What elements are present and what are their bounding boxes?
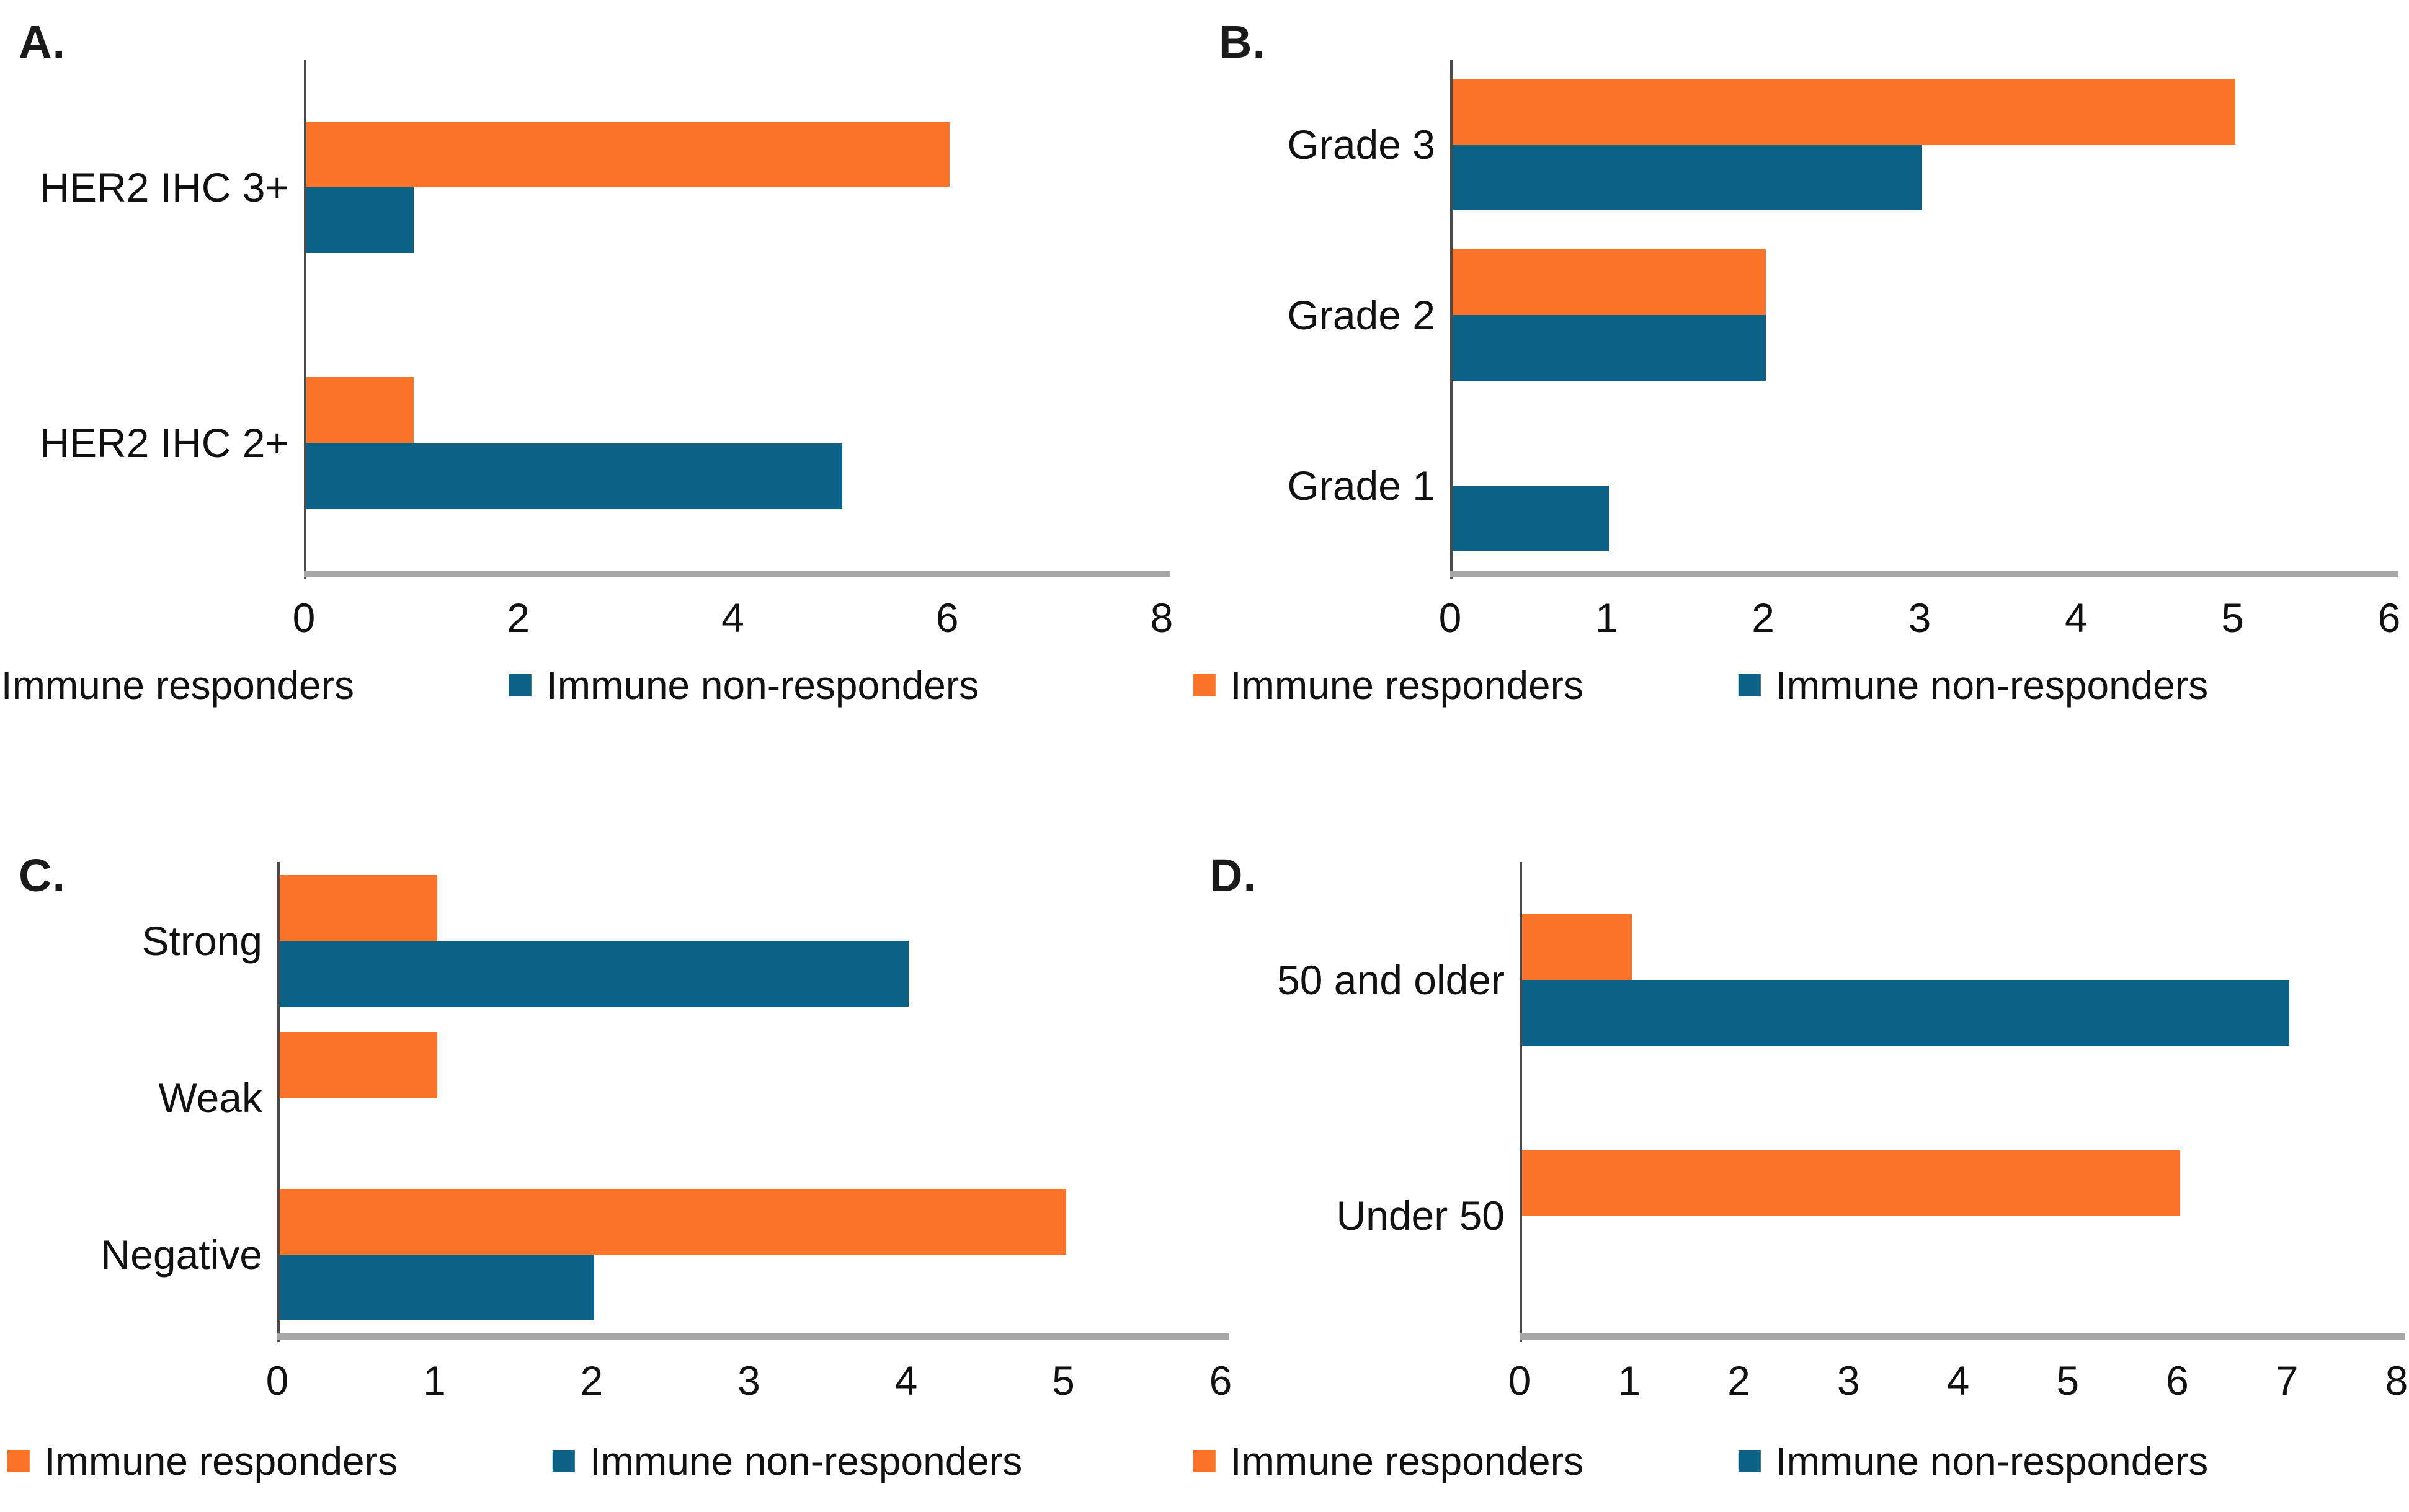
bar-immune-responders — [1453, 79, 2235, 145]
x-tick-label: 4 — [721, 595, 744, 641]
legend-entry-immune-responders: Immune responders — [0, 662, 354, 708]
x-tick-label: 3 — [1908, 595, 1931, 641]
bar-immune-responders — [1453, 249, 1766, 315]
legend-entry-immune-responders: Immune responders — [7, 1438, 398, 1484]
legend-swatch-immune-responders — [1193, 674, 1216, 696]
category-label: HER2 IHC 2+ — [40, 420, 289, 466]
legend-label: Immune responders — [1230, 1439, 1583, 1483]
category-label: Under 50 — [1336, 1193, 1505, 1239]
legend-swatch-immune-non-responders — [1738, 674, 1761, 696]
x-axis-line — [1520, 1333, 2405, 1340]
legend-label: Immune non-responders — [1775, 1439, 2209, 1483]
bar-immune-responders — [280, 1189, 1066, 1255]
x-tick-label: 1 — [423, 1358, 446, 1403]
panel-letter: C. — [19, 850, 66, 901]
x-tick-label: 4 — [894, 1358, 918, 1403]
x-tick-label: 1 — [1595, 595, 1618, 641]
x-tick-label: 4 — [2064, 595, 2088, 641]
legend-label: Immune non-responders — [546, 663, 979, 708]
bar-immune-responders — [280, 1032, 437, 1098]
legend-entry-immune-non-responders: Immune non-responders — [1738, 662, 2209, 708]
x-axis-line — [304, 571, 1170, 577]
x-tick-label: 6 — [1209, 1358, 1232, 1403]
x-axis-line — [1450, 571, 2398, 577]
legend: Immune responders Immune non-responders — [1193, 1438, 2208, 1484]
bar-immune-responders — [306, 377, 414, 443]
legend: Immune responders Immune non-responders — [0, 662, 979, 708]
category-label: 50 and older — [1277, 957, 1505, 1003]
category-label: Grade 1 — [1287, 462, 1435, 509]
x-tick-label: 8 — [2385, 1358, 2408, 1403]
legend-swatch-immune-non-responders — [1738, 1450, 1761, 1472]
x-tick-label: 0 — [1438, 595, 1462, 641]
bar-immune-non-responders — [1453, 315, 1766, 381]
bar-immune-responders — [1522, 1150, 2180, 1216]
bar-immune-non-responders — [306, 443, 842, 509]
x-axis-line — [277, 1333, 1229, 1340]
x-tick-label: 3 — [1837, 1358, 1860, 1403]
bar-immune-non-responders — [1453, 145, 1922, 211]
legend: Immune responders Immune non-responders — [1193, 662, 2208, 708]
bar-immune-responders — [306, 122, 950, 187]
legend-label: Immune responders — [44, 1439, 398, 1483]
category-label: Negative — [100, 1232, 263, 1278]
x-tick-label: 6 — [935, 595, 959, 641]
x-tick-label: 2 — [1752, 595, 1775, 641]
x-tick-label: 0 — [292, 595, 316, 641]
x-tick-label: 5 — [2056, 1358, 2080, 1403]
x-tick-label: 6 — [2166, 1358, 2189, 1403]
bar-immune-responders — [1522, 914, 1632, 980]
panel-a: A. HER2 IHC 3+ HER2 IHC 2+ 0 2 4 6 8 Immune resp… — [0, 0, 1204, 756]
category-label: Grade 3 — [1287, 122, 1435, 168]
x-tick-label: 8 — [1150, 595, 1173, 641]
bar-immune-non-responders — [306, 187, 414, 253]
x-tick-label: 4 — [1946, 1358, 1970, 1403]
x-tick-label: 2 — [507, 595, 530, 641]
legend-entry-immune-non-responders: Immune non-responders — [509, 662, 979, 708]
panel-letter: B. — [1219, 16, 1266, 68]
panel-c: C. Strong Weak Negative 0 1 2 3 4 5 6 Immune respon… — [0, 756, 1232, 1512]
legend-entry-immune-responders: Immune responders — [1193, 662, 1583, 708]
x-tick-label: 2 — [1727, 1358, 1750, 1403]
y-axis-line — [304, 60, 306, 579]
bar-immune-non-responders — [280, 940, 909, 1007]
category-label: Grade 2 — [1287, 292, 1435, 338]
y-axis-line — [1520, 862, 1522, 1342]
x-tick-label: 1 — [1618, 1358, 1641, 1403]
legend-label: Immune responders — [1230, 663, 1583, 708]
x-tick-label: 5 — [2221, 595, 2245, 641]
panel-letter: D. — [1209, 850, 1257, 901]
x-tick-label: 5 — [1052, 1358, 1075, 1403]
x-tick-label: 6 — [2377, 595, 2401, 641]
bar-immune-non-responders — [1453, 485, 1609, 551]
y-axis-line — [277, 862, 280, 1342]
bar-immune-non-responders — [280, 1255, 594, 1321]
legend-entry-immune-non-responders: Immune non-responders — [552, 1438, 1023, 1484]
x-tick-label: 2 — [580, 1358, 603, 1403]
legend-label: Immune non-responders — [1775, 663, 2209, 708]
x-tick-label: 0 — [1508, 1358, 1531, 1403]
category-label: HER2 IHC 3+ — [40, 164, 289, 210]
x-tick-label: 3 — [737, 1358, 760, 1403]
panel-b: B. Grade 3 Grade 2 Grade 1 0 1 2 3 4 5 6 Immune res… — [1193, 0, 2409, 756]
panel-d: D. 50 and older Under 50 0 1 2 3 4 5 6 7 8 Immune re… — [1193, 756, 2409, 1512]
legend-label: Immune responders — [1, 663, 354, 708]
legend-swatch-immune-responders — [1193, 1450, 1216, 1472]
panel-letter: A. — [19, 16, 66, 68]
bar-immune-non-responders — [1522, 980, 2289, 1046]
category-label: Strong — [141, 917, 262, 964]
y-axis-line — [1450, 60, 1453, 579]
legend: Immune responders Immune non-responders — [7, 1438, 1022, 1484]
x-tick-label: 7 — [2275, 1358, 2299, 1403]
legend-entry-immune-non-responders: Immune non-responders — [1738, 1438, 2209, 1484]
legend-swatch-immune-responders — [7, 1450, 30, 1472]
category-label: Weak — [158, 1075, 262, 1121]
legend-swatch-immune-non-responders — [509, 674, 532, 696]
bar-immune-responders — [280, 874, 437, 941]
legend-label: Immune non-responders — [589, 1439, 1023, 1483]
legend-swatch-immune-non-responders — [552, 1450, 575, 1472]
legend-entry-immune-responders: Immune responders — [1193, 1438, 1583, 1484]
x-tick-label: 0 — [265, 1358, 289, 1403]
